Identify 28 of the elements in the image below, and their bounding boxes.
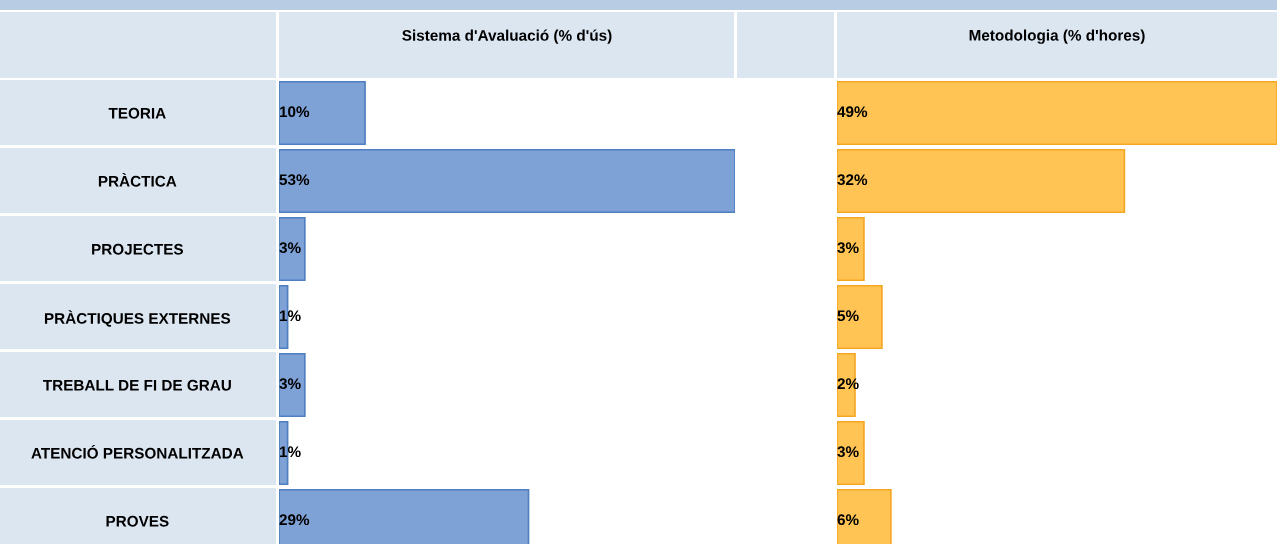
data-label: 49% xyxy=(837,106,868,118)
bar xyxy=(837,284,883,350)
y-tick-label: PRÀCTICA xyxy=(98,173,177,187)
data-label: 6% xyxy=(837,514,859,526)
y-tick-label: PROJECTES xyxy=(92,243,184,255)
chart-title: Sistema d'Avaluació (% d'ús) xyxy=(402,29,612,44)
data-label: 3% xyxy=(279,242,301,254)
data-label: 32% xyxy=(837,174,868,186)
bar xyxy=(279,352,306,418)
data-label: 10% xyxy=(279,106,310,118)
bar xyxy=(837,216,865,282)
y-tick-label: ATENCIÓ PERSONALITZADA xyxy=(31,445,244,459)
y-tick-label: TREBALL DE FI DE GRAU xyxy=(43,379,231,391)
chart-title: Metodologia (% d'hores) xyxy=(969,29,1145,44)
bar xyxy=(837,148,1126,214)
y-tick-label: PRÀCTIQUES EXTERNES xyxy=(44,310,231,327)
data-label: 53% xyxy=(279,174,310,186)
data-label: 29% xyxy=(279,514,310,526)
data-label: 5% xyxy=(837,310,859,322)
data-label: 3% xyxy=(837,446,859,458)
bar xyxy=(279,216,306,282)
bar xyxy=(279,80,366,146)
bar xyxy=(837,420,865,486)
y-tick-label: PROVES xyxy=(106,515,169,527)
data-label: 3% xyxy=(837,242,859,254)
y-tick-label: TEORIA xyxy=(108,107,166,119)
data-label: 3% xyxy=(279,378,301,390)
bar xyxy=(279,148,735,214)
